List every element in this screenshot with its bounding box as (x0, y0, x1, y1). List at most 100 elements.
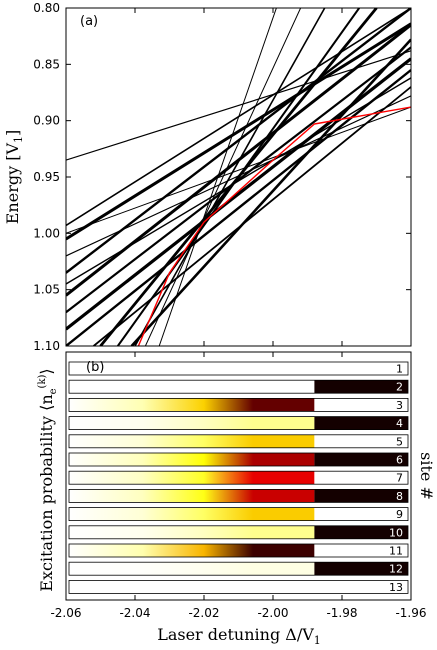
site-bar-outline (68, 361, 409, 376)
site-bar-before (69, 562, 315, 576)
energy-level-line (66, 95, 411, 257)
site-number: 3 (396, 399, 403, 412)
panel-b-ylabel: Excitation probability ⟨ne(k)⟩ (37, 368, 59, 591)
energy-level-line (116, 8, 361, 346)
y-tick-label: 1.10 (33, 339, 60, 353)
y-tick-label: 0.95 (33, 170, 60, 184)
site-bar-outline (68, 397, 409, 412)
site-bar-outline (68, 561, 409, 576)
site-bar-before (69, 580, 315, 594)
site-number: 12 (389, 563, 403, 576)
site-row: 8 (68, 488, 409, 503)
site-bar-outline (68, 507, 409, 522)
ground-state-line (137, 106, 411, 346)
site-row: 12 (68, 561, 409, 576)
site-bar-after (314, 471, 408, 485)
x-tick-label: -2.02 (188, 606, 219, 620)
site-row: 4 (68, 416, 409, 431)
energy-level-line (66, 22, 411, 241)
site-row: 13 (68, 580, 409, 594)
site-bar-before (69, 398, 315, 412)
site-row: 6 (68, 452, 409, 467)
y-tick-label: 0.85 (33, 57, 60, 71)
site-bar-after (314, 453, 408, 466)
site-bar-outline (68, 470, 409, 485)
site-bar-outline (68, 416, 409, 431)
panel-a-label: (a) (80, 14, 98, 29)
site-row: 2 (68, 379, 409, 394)
site-bar-after (314, 580, 408, 594)
panel-a: 0.80 0.85 0.90 0.95 1.00 1.05 1.10 (a) Energy … (3, 1, 412, 353)
site-number: 2 (396, 381, 403, 394)
energy-level-line (66, 106, 411, 234)
site-bar-before (69, 416, 315, 430)
energy-level-line (66, 77, 411, 285)
site-number: 11 (389, 545, 403, 558)
site-bar-before (69, 544, 315, 557)
energy-level-line (158, 8, 277, 346)
panel-a-ylabel: Energy [V1] (3, 130, 25, 225)
site-row: 1 (68, 361, 409, 376)
site-number: 1 (396, 363, 403, 376)
site-bar-before (69, 507, 315, 521)
panel-a-y-ticks: 0.80 0.85 0.90 0.95 1.00 1.05 1.10 (33, 1, 411, 353)
x-tick-label: -2.00 (257, 606, 288, 620)
panel-b-x-ticks: -2.06 -2.04 -2.02 -2.00 -1.98 -1.96 (50, 352, 427, 620)
x-tick-label: -2.06 (50, 606, 81, 620)
x-tick-label: -1.96 (395, 606, 426, 620)
site-number: 8 (396, 490, 403, 503)
site-number: 5 (396, 435, 403, 448)
energy-levels (66, 8, 411, 346)
site-row: 9 (68, 507, 409, 522)
y-tick-label: 1.05 (33, 283, 60, 297)
site-bar-outline (68, 379, 409, 394)
panel-a-x-ticks (65, 8, 412, 346)
site-bar-before (69, 471, 315, 485)
site-bar-outline (68, 525, 409, 540)
site-number: 7 (396, 472, 403, 485)
site-row: 5 (68, 434, 409, 449)
site-bar-after (314, 544, 408, 557)
site-bar-after (314, 362, 408, 375)
energy-level-line (93, 86, 411, 346)
site-bar-after (314, 562, 408, 576)
site-bar-after (314, 507, 408, 521)
site-bar-before (69, 489, 315, 503)
site-bar-outline (68, 580, 409, 594)
site-row: 3 (68, 397, 409, 412)
energy-level-line (144, 8, 302, 346)
panel-b-label: (b) (86, 360, 104, 375)
site-bar-outline (68, 452, 409, 467)
site-bar-before (69, 362, 315, 375)
site-bar-before (69, 380, 315, 394)
site-bar-after (314, 489, 408, 503)
site-bar-after (314, 398, 408, 412)
site-number-axis-label: site # (417, 452, 436, 500)
site-bar-outline (68, 543, 409, 558)
y-tick-label: 1.00 (33, 226, 60, 240)
site-bar-before (69, 525, 315, 539)
site-number: 4 (396, 417, 403, 430)
site-bar-before (69, 453, 315, 466)
x-tick-label: -1.98 (326, 606, 357, 620)
energy-level-line (130, 38, 411, 346)
energy-level-line (66, 46, 411, 314)
site-row: 7 (68, 470, 409, 485)
site-bar-outline (68, 488, 409, 503)
site-bar-after (314, 434, 408, 448)
y-tick-label: 0.80 (33, 1, 60, 15)
energy-level-line (66, 69, 411, 346)
site-bar-after (314, 416, 408, 430)
energy-level-line (134, 8, 326, 346)
site-bar-outline (68, 434, 409, 449)
site-number: 9 (396, 508, 403, 521)
site-number: 13 (389, 581, 403, 594)
site-row: 10 (68, 525, 409, 540)
panel-b-xlabel: Laser detuning Δ/V1 (157, 625, 321, 647)
site-bar-after (314, 380, 408, 394)
site-number: 10 (389, 526, 403, 539)
site-bar-after (314, 525, 408, 539)
